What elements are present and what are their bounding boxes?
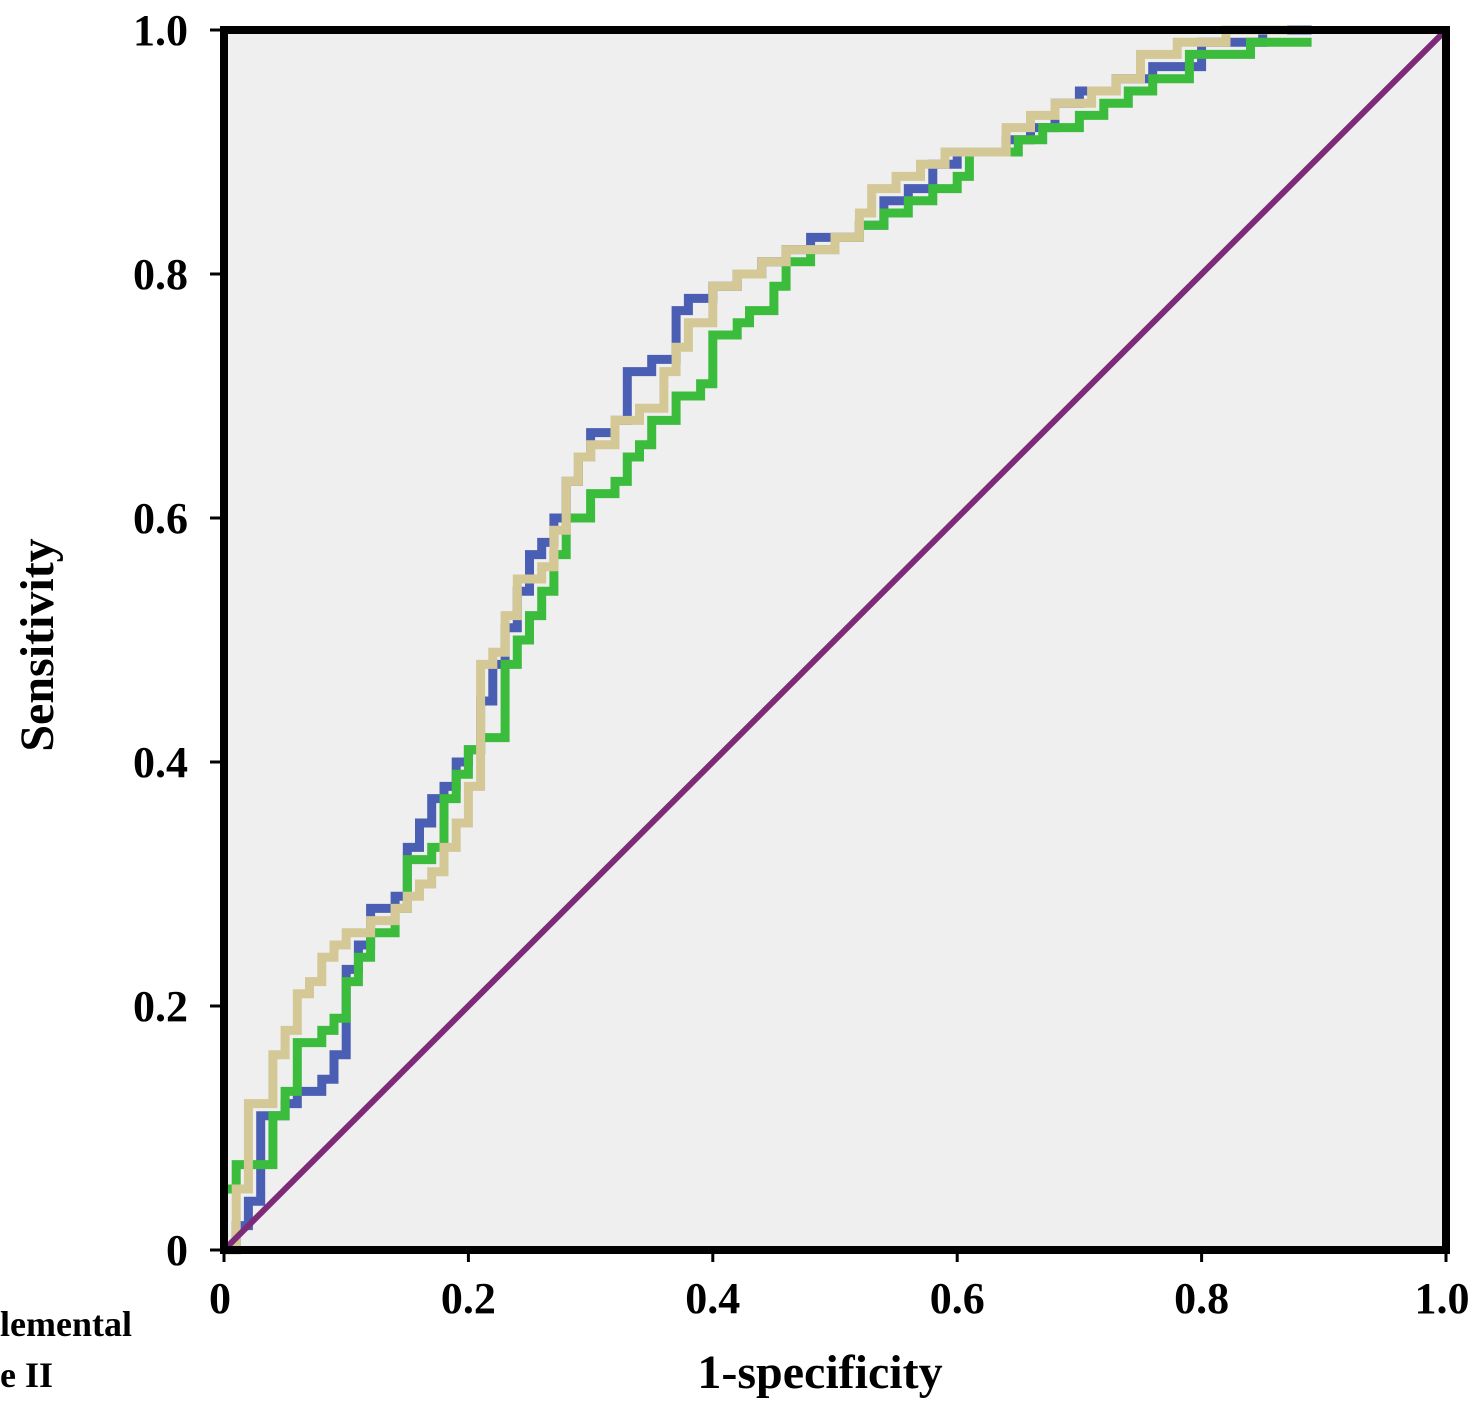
x-axis-title: 1-specificity [697, 1346, 942, 1399]
y-axis-title: Sensitivity [11, 538, 64, 751]
ticks-layer: 0 0.2 0.4 0.6 0.8 1.0 0 0.2 0.4 0.6 0.8 1.0 [133, 6, 1470, 1323]
x-tick-label: 0.4 [685, 1274, 740, 1323]
x-tick-label: 0.6 [930, 1274, 985, 1323]
caption-line-2: e II [0, 1355, 53, 1395]
y-tick-label: 1.0 [133, 6, 188, 55]
series-layer [221, 25, 1449, 1255]
x-tick-label: 0 [209, 1274, 231, 1323]
y-tick-label: 0.2 [133, 982, 188, 1031]
y-tick-label: 0 [166, 1226, 188, 1275]
roc-curve-3 [224, 25, 1288, 1255]
x-tick-label: 0.8 [1174, 1274, 1229, 1323]
x-tick-label: 1.0 [1415, 1274, 1470, 1323]
reference-diagonal-line [221, 27, 1449, 1253]
y-tick-label: 0.6 [133, 494, 188, 543]
caption-line-1: lemental [0, 1304, 132, 1344]
plot-frame [220, 26, 1450, 1254]
y-tick-label: 0.8 [133, 250, 188, 299]
y-tick-label: 0.4 [133, 738, 188, 787]
x-tick-label: 0.2 [441, 1274, 496, 1323]
